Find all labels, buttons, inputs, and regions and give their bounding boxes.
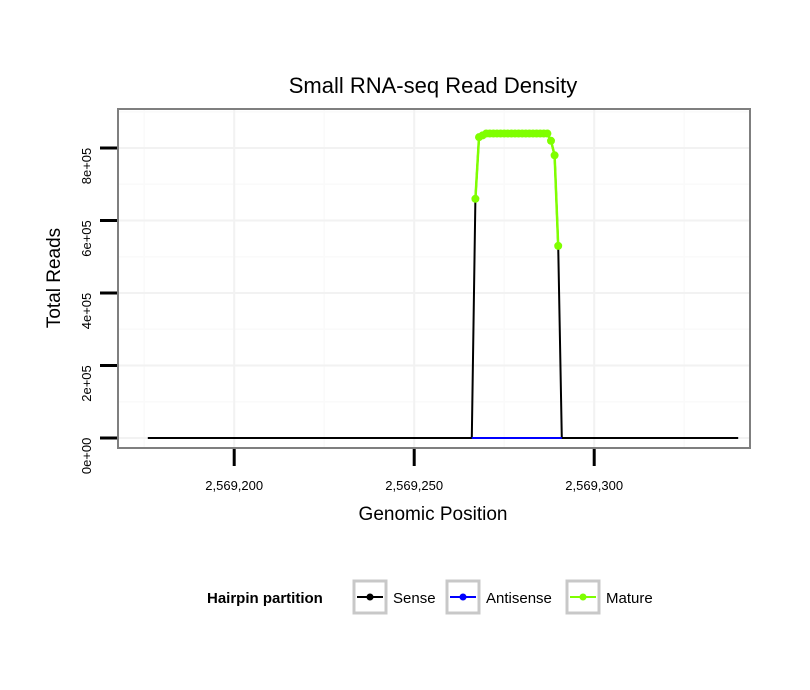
y-tick-label: 8e+05	[79, 148, 94, 185]
plot-panel-border	[117, 108, 751, 449]
legend-label-mature: Mature	[606, 590, 653, 607]
x-axis: 2,569,200 2,569,250 2,569,300	[205, 449, 623, 493]
legend-point-antisense	[459, 593, 467, 601]
legend-title: Hairpin partition	[207, 590, 323, 607]
data-point-mature	[554, 241, 563, 250]
legend-label-antisense: Antisense	[486, 590, 552, 607]
series-line-sense	[147, 132, 739, 439]
legend-point-sense	[366, 593, 374, 601]
legend-point-mature	[579, 593, 587, 601]
chart-title: Small RNA-seq Read Density	[289, 73, 578, 98]
data-point-mature	[543, 129, 552, 138]
y-axis: 0e+00 2e+05 4e+05 6e+05 8e+05	[79, 146, 117, 475]
y-tick-label: 4e+05	[79, 293, 94, 330]
legend: Hairpin partition Sense Antisense Mature	[207, 579, 653, 615]
y-axis-title: Total Reads	[44, 228, 65, 328]
data-point-mature	[547, 136, 555, 145]
data-point-mature	[550, 151, 559, 160]
series-line-mature	[474, 132, 560, 246]
y-tick-label: 2e+05	[79, 365, 94, 402]
grid-lines	[119, 110, 749, 447]
x-tick-label: 2,569,250	[385, 478, 443, 493]
series-layer	[147, 129, 739, 439]
legend-label-sense: Sense	[393, 590, 436, 607]
x-tick-label: 2,569,300	[565, 478, 623, 493]
x-axis-title: Genomic Position	[359, 504, 508, 525]
data-point-mature	[471, 194, 480, 203]
y-tick-label: 6e+05	[79, 220, 94, 257]
y-tick-label: 0e+00	[79, 438, 94, 475]
x-tick-label: 2,569,200	[205, 478, 263, 493]
